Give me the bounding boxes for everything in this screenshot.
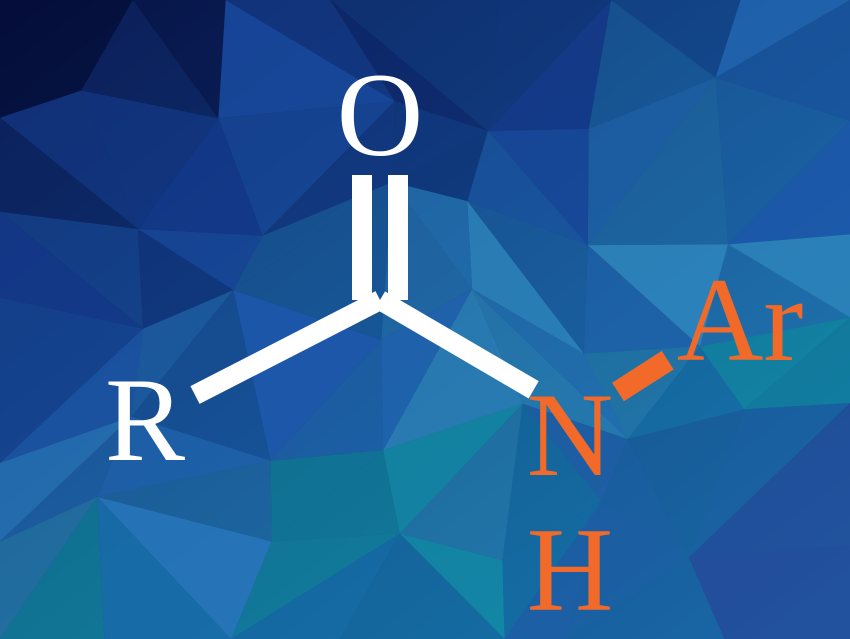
atom-label-ar: Ar xyxy=(677,260,804,380)
atom-label-r: R xyxy=(105,360,185,480)
bond xyxy=(352,175,372,300)
atom-label-o: O xyxy=(337,55,424,175)
diagram-canvas: O R N Ar H xyxy=(0,0,850,639)
bond xyxy=(388,175,408,300)
atom-label-n: N xyxy=(527,375,614,495)
atom-label-h: H xyxy=(527,510,614,630)
